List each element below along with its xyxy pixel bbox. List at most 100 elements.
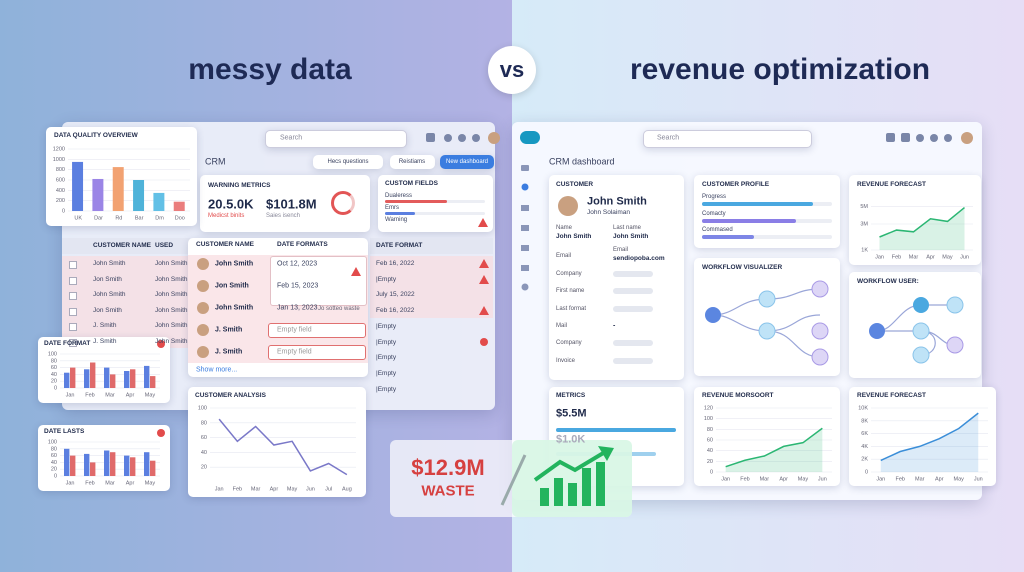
text: Warning	[385, 217, 408, 223]
y-tick-label: 800	[56, 167, 65, 173]
text: John Smith	[93, 259, 126, 267]
x-tick-label: May	[942, 254, 953, 260]
y-tick-label: 100	[48, 439, 57, 445]
bar	[84, 453, 90, 476]
text: $5.5M	[556, 407, 587, 420]
bar	[90, 362, 96, 388]
input[interactable]	[268, 323, 366, 338]
text: John Smith	[155, 321, 188, 329]
avatar	[558, 196, 578, 216]
y-tick-label: 60	[707, 437, 713, 443]
y-tick-label: 20	[707, 459, 713, 465]
waste-card	[390, 440, 632, 517]
bar	[64, 372, 70, 388]
text: |Empty	[376, 322, 397, 330]
checkbox	[69, 338, 77, 347]
checkbox	[69, 292, 77, 300]
button[interactable]	[313, 155, 383, 169]
y-tick-label: 0	[865, 469, 868, 475]
text: July 15, 2022	[376, 291, 415, 299]
bar	[385, 212, 415, 215]
text: |Empty	[376, 275, 397, 283]
text: vs	[499, 57, 525, 82]
mini-chart: 0 2K 4K 6K 8K 10K Jan Feb Mar Apr May Jun	[858, 405, 988, 482]
x-tick-label: Apr	[926, 254, 935, 260]
y-tick-label: 40	[201, 450, 207, 456]
x-tick-label: Bar	[135, 215, 144, 221]
text: WORKFLOW VISUALIZER	[702, 263, 783, 271]
vs-badge	[488, 46, 536, 94]
text: CUSTOMER PROFILE	[702, 180, 770, 188]
x-tick-label: May	[145, 480, 156, 486]
line	[218, 418, 348, 476]
search-box[interactable]	[643, 130, 812, 148]
x-tick-label: Feb	[892, 254, 901, 260]
y-tick-label: 4K	[861, 444, 868, 450]
text: CRM dashboard	[549, 156, 615, 167]
revenue-card	[694, 387, 840, 486]
mini-chart: 0 20 40 60 80 100 120 Jan Feb Mar Apr May Jun	[704, 405, 832, 482]
line	[725, 427, 823, 468]
text: DATE FORMATS	[277, 240, 328, 248]
customer-analysis-card	[188, 387, 366, 497]
text: John Solaiman	[587, 208, 630, 216]
x-tick-label: May	[145, 392, 156, 398]
mini-chart: 20 40 60 80 100 Jan Feb Mar Apr May Jun Jul Aug	[198, 405, 356, 492]
gauge	[331, 191, 355, 215]
toolbar-icons	[426, 132, 973, 144]
text: Jon Smith	[215, 282, 249, 290]
text: Last format	[556, 306, 587, 312]
area	[725, 428, 823, 472]
line	[879, 206, 965, 238]
x-tick-label: May	[954, 476, 965, 482]
text: John Smith	[556, 232, 592, 240]
x-tick-label: Jun	[960, 254, 969, 260]
text: Show more...	[196, 366, 238, 374]
text: CRM	[205, 156, 226, 167]
button[interactable]	[440, 155, 494, 169]
text: John Smith	[93, 290, 126, 298]
text: J. Smith	[93, 321, 117, 329]
y-tick-label: 600	[56, 177, 65, 183]
y-tick-label: 80	[201, 420, 207, 426]
text: Email	[556, 253, 572, 259]
y-tick-label: 0	[710, 469, 713, 475]
warning-icons	[157, 218, 489, 437]
text: John Smith	[155, 259, 188, 267]
y-tick-label: 80	[707, 427, 713, 433]
text: Name	[556, 225, 573, 231]
x-tick-label: Jan	[875, 254, 884, 260]
text: Oct 12, 2023	[277, 260, 318, 268]
y-tick-label: 0	[54, 385, 57, 391]
x-tick-label: Mar	[915, 476, 925, 482]
y-tick-label: 8K	[861, 418, 868, 424]
y-tick-label: 20	[51, 379, 57, 385]
text: DATE FORMAT	[44, 339, 91, 347]
button[interactable]	[390, 155, 435, 169]
bar	[153, 192, 165, 211]
x-tick-label: Jun	[818, 476, 827, 482]
text: Dualeress	[385, 193, 413, 199]
table-header	[370, 238, 493, 254]
bar	[124, 371, 130, 388]
y-tick-label: 100	[198, 405, 207, 411]
table-body	[62, 256, 190, 348]
bar	[72, 161, 84, 211]
checkbox	[69, 307, 77, 316]
input[interactable]	[268, 345, 366, 360]
text: Invoice	[556, 358, 576, 364]
text: Commased	[702, 227, 733, 233]
text: John Smith	[587, 195, 647, 208]
text: |Empty	[376, 369, 397, 377]
avatar	[197, 324, 209, 336]
x-tick-label: Jun	[974, 476, 983, 482]
bar	[112, 167, 124, 211]
text: J. Smith	[215, 326, 243, 334]
text: New dashboard	[445, 159, 489, 165]
y-tick-label: 40	[51, 372, 57, 378]
track	[385, 212, 485, 215]
bar	[702, 218, 796, 223]
text: |Empty	[376, 353, 397, 361]
text: CUSTOMER ANALYSIS	[195, 391, 266, 399]
search-box[interactable]	[265, 130, 407, 148]
